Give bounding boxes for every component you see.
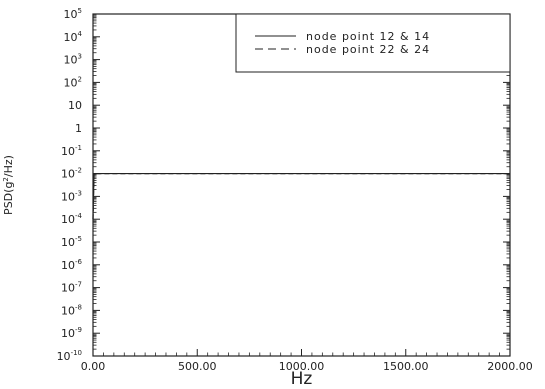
x-tick-label: 1500.00: [383, 360, 429, 373]
y-axis-title: PSD(g2/Hz): [2, 155, 15, 215]
y-tick-label: 10-10: [57, 349, 82, 363]
y-tick-label: 10-5: [61, 235, 82, 249]
legend-entry-2: node point 22 & 24: [306, 43, 430, 56]
y-tick-label: 10-1: [61, 144, 82, 158]
x-axis-title: Hz: [291, 369, 313, 389]
y-tick-label: 104: [64, 30, 83, 44]
y-tick-label: 102: [64, 75, 82, 89]
x-tick-label: 1000.00: [279, 360, 325, 373]
y-tick-label: 10-3: [61, 189, 82, 203]
legend-box: [235, 13, 511, 73]
series-layer: [92, 172, 510, 220]
series-line-2: [92, 172, 510, 220]
y-tick-label: 103: [64, 53, 82, 67]
x-tick-label: 0.00: [81, 360, 106, 373]
series-line-1: [92, 173, 510, 220]
y-tick-label: 10-6: [61, 258, 83, 272]
y-tick-label: 10-7: [61, 281, 82, 295]
y-tick-label: 105: [64, 7, 82, 21]
legend-entry-1: node point 12 & 14: [306, 30, 430, 43]
y-tick-label: 10-2: [61, 167, 82, 181]
y-tick-label: 10: [68, 99, 82, 112]
y-tick-label: 10-9: [61, 326, 82, 340]
y-tick-label: 10-4: [61, 212, 83, 226]
x-tick-label: 500.00: [178, 360, 217, 373]
x-tick-label: 2000.00: [487, 360, 533, 373]
y-tick-label: 10-8: [61, 303, 82, 317]
y-axis: 10510410310210110-110-210-310-410-510-61…: [57, 7, 510, 363]
y-tick-label: 1: [75, 122, 82, 135]
x-axis: 0.00 500.00 1000.00 1500.00 2000.00: [81, 349, 533, 373]
